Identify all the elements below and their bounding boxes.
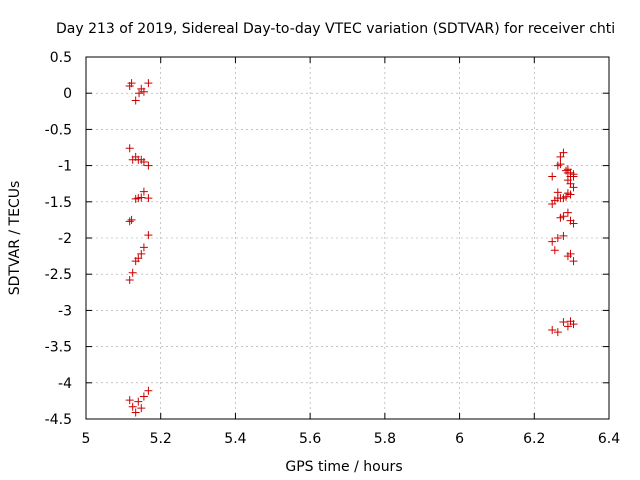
data-point — [144, 161, 153, 170]
data-point — [569, 183, 578, 192]
data-point — [134, 397, 143, 406]
x-tick-label: 6.2 — [523, 431, 545, 447]
data-point — [128, 268, 137, 277]
markers-layer — [125, 79, 578, 417]
data-point — [569, 257, 578, 266]
y-tick-label: -0.5 — [45, 122, 72, 138]
data-point — [548, 172, 557, 181]
x-tick-label: 5.4 — [224, 431, 246, 447]
y-tick-label: -4 — [58, 376, 72, 392]
y-axis-title: SDTVAR / TECUs — [7, 181, 23, 296]
data-point — [553, 194, 562, 203]
data-point — [563, 208, 572, 217]
data-point — [144, 231, 153, 240]
data-point — [125, 217, 134, 226]
y-tick-label: -1.5 — [45, 195, 72, 211]
ticks-layer: 5 5.2 5.4 5.6 5.8 6 6.2 6.4 0.5 0 -0.5 -1 -1.5 -2 -2.5… — [45, 50, 621, 447]
data-point — [135, 89, 144, 98]
data-point — [131, 408, 140, 417]
x-tick-label: 6.4 — [598, 431, 620, 447]
x-tick-label: 5.8 — [374, 431, 396, 447]
y-tick-label: -3.5 — [45, 340, 72, 356]
data-point — [127, 215, 136, 224]
data-point — [139, 243, 148, 252]
y-tick-label: -2 — [58, 231, 72, 247]
data-point — [131, 96, 140, 105]
y-tick-label: -4.5 — [45, 412, 72, 428]
data-point — [562, 166, 571, 175]
data-point — [559, 212, 568, 221]
data-point — [563, 165, 572, 174]
x-tick-label: 5 — [82, 431, 91, 447]
data-point — [144, 386, 153, 395]
grid-layer — [86, 57, 609, 419]
data-point — [563, 322, 572, 331]
y-tick-label: -2.5 — [45, 267, 72, 283]
x-axis-title: GPS time / hours — [285, 459, 402, 475]
data-point — [137, 193, 146, 202]
data-point — [125, 275, 134, 284]
x-tick-label: 5.2 — [150, 431, 172, 447]
y-tick-label: -1 — [58, 159, 72, 175]
data-point — [139, 187, 148, 196]
data-point — [553, 328, 562, 337]
data-point — [127, 79, 136, 88]
data-point — [548, 237, 557, 246]
data-point — [553, 234, 562, 242]
data-point — [559, 317, 568, 326]
data-point — [548, 325, 557, 334]
data-point — [137, 404, 146, 413]
data-point — [137, 249, 146, 258]
data-point — [569, 320, 578, 329]
data-point — [134, 254, 143, 263]
data-point — [144, 79, 153, 88]
data-point — [556, 160, 565, 169]
x-tick-label: 5.6 — [299, 431, 321, 447]
data-point — [139, 87, 148, 96]
data-point — [125, 144, 134, 153]
y-tick-label: -3 — [58, 303, 72, 319]
x-tick-label: 6 — [455, 431, 464, 447]
y-tick-label: 0 — [63, 86, 72, 102]
y-tick-label: 0.5 — [50, 50, 72, 66]
data-point — [139, 157, 148, 166]
data-point — [550, 246, 559, 255]
data-point — [562, 192, 571, 201]
data-point — [128, 402, 137, 411]
data-point — [139, 392, 148, 401]
chart-title: Day 213 of 2019, Sidereal Day-to-day VTE… — [56, 21, 615, 37]
data-point — [566, 190, 575, 199]
data-point — [569, 219, 578, 228]
data-point — [566, 172, 575, 181]
data-point — [125, 396, 134, 405]
data-point — [559, 148, 568, 157]
data-point — [144, 194, 153, 203]
data-point — [556, 152, 565, 161]
data-point — [559, 231, 568, 240]
data-point — [566, 249, 575, 258]
